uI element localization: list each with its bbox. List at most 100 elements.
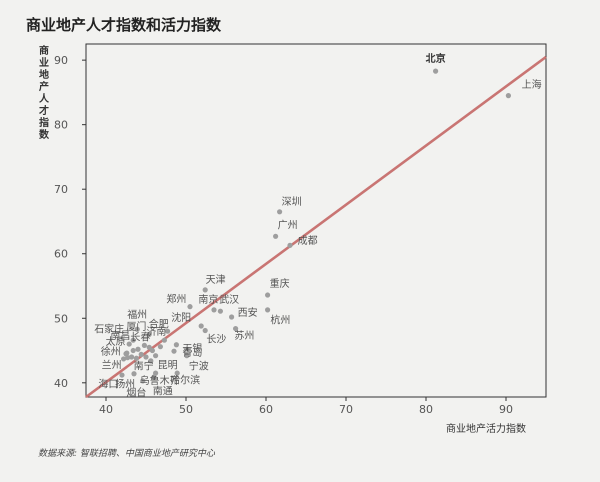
data-point <box>130 347 136 354</box>
data-point <box>173 342 179 348</box>
chart-title: 商业地产人才指数和活力指数 <box>26 16 222 34</box>
point-label: 南宁 <box>134 359 154 372</box>
data-point <box>287 242 293 248</box>
point-label: 乌鲁木齐 <box>140 374 180 387</box>
point-label: 重庆 <box>270 277 290 290</box>
data-point <box>174 370 180 376</box>
data-point <box>133 355 139 361</box>
x-tick-label: 60 <box>259 403 273 416</box>
data-point <box>143 354 149 360</box>
point-label: 宁波 <box>189 359 209 372</box>
point-label: 北京 <box>426 52 446 65</box>
point-label: 济南 <box>146 325 166 338</box>
point-label: 昆明 <box>158 360 178 372</box>
point-label: 杭州 <box>270 314 290 327</box>
point-label: 长春 <box>130 331 150 343</box>
plot-frame <box>85 43 547 398</box>
data-point <box>198 323 204 329</box>
data-point <box>129 354 135 360</box>
data-point <box>151 374 157 380</box>
data-point <box>125 355 131 361</box>
data-point <box>135 346 141 352</box>
y-tick-label: 60 <box>54 248 68 261</box>
point-label: 无锡 <box>182 342 202 355</box>
trendline-group <box>85 55 547 399</box>
x-tick-label: 80 <box>419 403 433 416</box>
data-point <box>141 342 147 348</box>
data-point <box>233 325 239 332</box>
data-point <box>265 307 271 313</box>
point-label: 武汉 <box>219 293 239 306</box>
data-point <box>140 378 146 384</box>
x-tick-label: 50 <box>179 403 193 416</box>
data-point <box>146 331 152 338</box>
point-label: 徐州 <box>101 345 121 358</box>
x-tick-label: 40 <box>99 403 113 416</box>
point-label: 成都 <box>298 235 318 247</box>
trend-line <box>85 55 547 399</box>
point-label: 郑州 <box>166 292 186 305</box>
point-label: 太原 <box>106 335 126 348</box>
point-label: 长沙 <box>206 333 226 345</box>
y-tick-label: 90 <box>54 54 68 67</box>
point-label: 沈阳 <box>171 311 191 324</box>
x-tick-label: 70 <box>339 403 353 416</box>
data-point <box>146 344 152 350</box>
data-point <box>121 356 127 362</box>
y-tick-label: 40 <box>54 377 68 390</box>
point-label: 海口 <box>98 377 118 390</box>
data-point <box>273 233 279 239</box>
data-point <box>229 314 235 320</box>
data-point <box>202 327 208 334</box>
point-label: 南京 <box>198 293 218 306</box>
axes: 40 50 60 70 80 90 40 50 60 70 80 90 <box>54 43 547 416</box>
data-point <box>157 344 163 350</box>
point-label: 石家庄 <box>94 323 124 336</box>
data-point <box>171 348 177 354</box>
point-label: 厦门 <box>126 320 146 333</box>
data-point <box>149 347 155 354</box>
point-label: 西安 <box>238 306 258 319</box>
x-tick-label: 90 <box>499 403 513 416</box>
data-point <box>211 307 217 313</box>
data-point <box>433 68 439 74</box>
point-label: 苏州 <box>234 329 254 342</box>
data-point <box>131 371 137 377</box>
data-point <box>134 326 140 332</box>
points-group <box>119 68 511 384</box>
point-label: 哈尔滨 <box>170 374 200 387</box>
data-point <box>165 328 171 334</box>
point-label: 烟台 <box>126 386 146 399</box>
point-label: 青岛 <box>182 346 202 359</box>
data-point <box>161 337 167 343</box>
y-tick-label: 80 <box>54 119 68 132</box>
data-point <box>138 351 144 358</box>
data-point <box>126 341 132 347</box>
data-point <box>148 358 154 364</box>
data-point <box>265 292 271 298</box>
point-label: 合肥 <box>149 317 169 330</box>
point-label: 兰州 <box>102 359 122 372</box>
source-note: 数据来源: 智联招聘、中国商业地产研究中心 <box>38 449 215 459</box>
data-point <box>505 93 511 99</box>
point-label: 福州 <box>127 308 147 321</box>
data-point <box>217 308 223 314</box>
y-tick-label: 70 <box>54 183 68 196</box>
data-point <box>202 287 208 293</box>
point-label: 天津 <box>206 274 226 286</box>
data-point <box>119 372 125 378</box>
data-point <box>130 337 136 343</box>
point-label: 广州 <box>278 220 298 232</box>
point-label: 南昌 <box>110 329 130 342</box>
data-point <box>187 304 193 310</box>
y-tick-label: 50 <box>54 312 68 325</box>
y-axis-label: 商业地产人才指数 <box>39 46 49 141</box>
point-label: 深圳 <box>282 196 302 208</box>
data-point <box>153 353 159 359</box>
point-label: 扬州 <box>115 377 135 390</box>
x-axis-label: 商业地产活力指数 <box>446 424 526 435</box>
point-label: 南通 <box>153 385 173 398</box>
data-point <box>184 353 190 359</box>
